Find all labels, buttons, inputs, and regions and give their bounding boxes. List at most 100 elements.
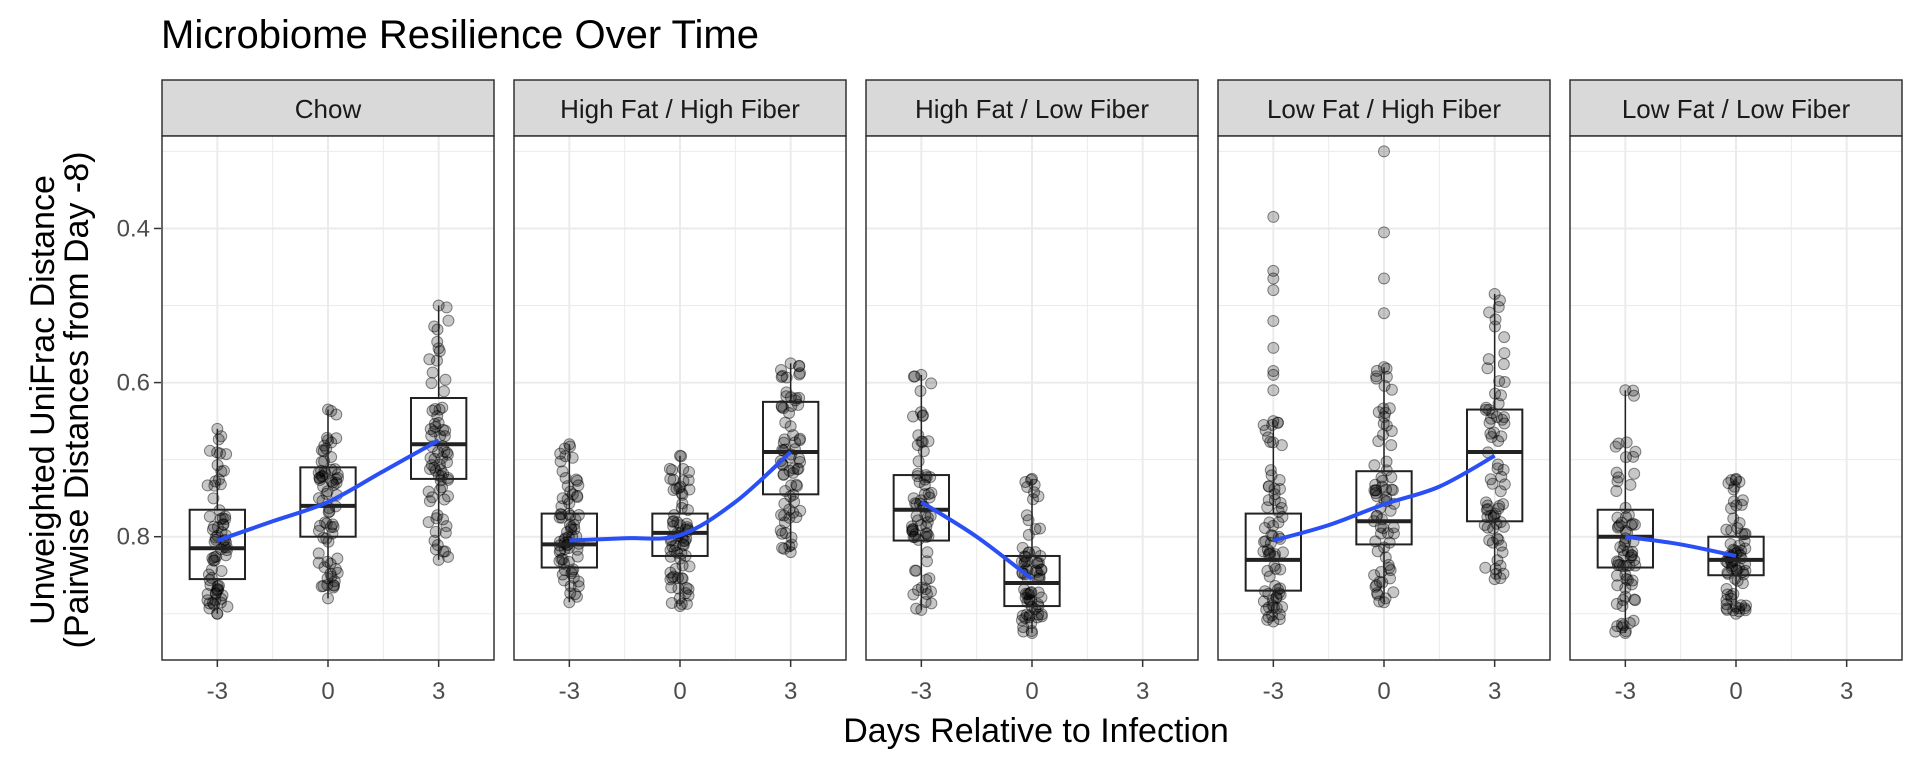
data-point	[433, 403, 446, 416]
data-point	[1373, 575, 1386, 588]
data-point	[423, 495, 436, 508]
data-point	[1370, 372, 1383, 385]
data-point	[666, 464, 679, 477]
data-point	[1725, 562, 1738, 575]
data-point	[431, 446, 444, 459]
x-axis-title: Days Relative to Infection	[843, 712, 1229, 750]
data-point	[1023, 593, 1036, 606]
data-point	[774, 364, 787, 377]
data-point	[570, 590, 583, 603]
data-point	[571, 474, 584, 487]
data-point	[1272, 516, 1285, 529]
data-point	[429, 525, 442, 538]
data-point	[1383, 572, 1396, 585]
data-point	[1730, 563, 1743, 576]
outlier-point	[1267, 272, 1280, 285]
data-point	[318, 561, 331, 574]
data-point	[785, 400, 798, 413]
data-point	[1624, 551, 1637, 564]
data-point	[778, 509, 791, 522]
data-point	[317, 445, 330, 458]
data-point	[778, 497, 791, 510]
data-point	[1623, 617, 1636, 630]
data-point	[440, 446, 453, 459]
data-point	[675, 598, 688, 611]
data-point	[1611, 579, 1624, 592]
data-point	[422, 485, 435, 498]
data-point	[328, 575, 341, 588]
data-point	[1720, 598, 1733, 611]
data-point	[210, 550, 223, 563]
data-point	[327, 478, 340, 491]
data-point	[431, 410, 444, 423]
data-point	[1732, 561, 1745, 574]
data-point	[785, 538, 798, 551]
data-point	[1621, 545, 1634, 558]
data-point	[1481, 502, 1494, 515]
data-point	[1032, 556, 1045, 569]
data-point	[1035, 563, 1048, 576]
data-point	[916, 410, 929, 423]
data-point	[1261, 564, 1274, 577]
data-point	[320, 487, 333, 500]
data-point	[1735, 544, 1748, 557]
data-point	[1015, 614, 1028, 627]
data-point	[217, 464, 230, 477]
data-point	[1262, 601, 1275, 614]
data-point	[1731, 522, 1744, 535]
data-point	[1480, 496, 1493, 509]
data-point	[424, 423, 437, 436]
data-point	[1381, 527, 1394, 540]
data-point	[1376, 576, 1389, 589]
data-point	[792, 462, 805, 475]
data-point	[906, 523, 919, 536]
data-point	[319, 516, 332, 529]
data-point	[556, 568, 569, 581]
data-point	[206, 596, 219, 609]
data-point	[787, 466, 800, 479]
data-point	[1370, 490, 1383, 503]
data-point	[1025, 473, 1038, 486]
data-point	[313, 472, 326, 485]
x-tick-label: 0	[1025, 678, 1038, 705]
facet-panel: Low Fat / Low Fiber -3 0 3	[1569, 79, 1903, 705]
data-point	[1276, 546, 1289, 559]
data-point	[1490, 410, 1503, 423]
data-point	[1376, 474, 1389, 487]
data-point	[778, 542, 791, 555]
data-point	[679, 534, 692, 547]
data-point	[1738, 602, 1751, 615]
data-point	[1481, 499, 1494, 512]
data-point	[793, 360, 806, 373]
data-point	[1736, 494, 1749, 507]
data-point	[1610, 597, 1623, 610]
data-point	[423, 353, 436, 366]
data-point	[671, 571, 684, 584]
data-point	[1614, 540, 1627, 553]
facet-strip-label: Low Fat / High Fiber	[1267, 94, 1501, 124]
data-point	[1383, 402, 1396, 415]
data-point	[1368, 569, 1381, 582]
data-point	[1492, 301, 1505, 314]
data-point	[1035, 591, 1048, 604]
box-body	[188, 508, 247, 581]
data-point	[1019, 587, 1032, 600]
x-tick-label: 0	[1729, 678, 1742, 705]
boxplot	[1003, 478, 1061, 634]
data-point	[205, 563, 218, 576]
data-point	[559, 471, 572, 484]
data-point	[1268, 488, 1281, 501]
data-point	[1376, 480, 1389, 493]
data-point	[1016, 609, 1029, 622]
data-point	[1733, 516, 1746, 529]
facet-strip	[161, 79, 495, 137]
data-point	[919, 583, 932, 596]
data-point	[669, 539, 682, 552]
data-point	[572, 479, 585, 492]
data-point	[1257, 545, 1270, 558]
data-point	[565, 521, 578, 534]
data-point	[791, 463, 804, 476]
data-point	[1496, 546, 1509, 559]
data-point	[1720, 523, 1733, 536]
